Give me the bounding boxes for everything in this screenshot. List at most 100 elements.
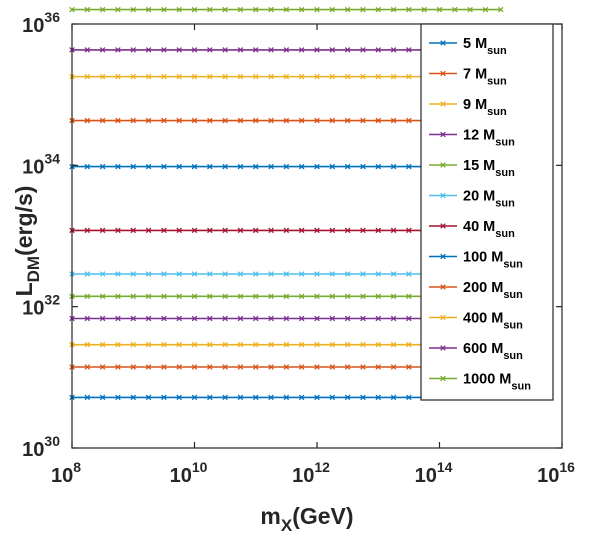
data-point-marker (482, 6, 489, 13)
data-point-marker (283, 6, 290, 13)
data-point-marker (406, 364, 412, 370)
data-point-marker (298, 163, 305, 170)
data-point-marker (268, 73, 274, 80)
data-point-marker (268, 293, 274, 300)
data-point-marker (268, 6, 274, 13)
data-point-marker (130, 341, 137, 348)
data-point-marker (252, 394, 259, 401)
data-point-marker (237, 227, 244, 234)
data-point-marker (191, 293, 198, 300)
data-point-marker (283, 163, 290, 170)
data-point-marker (298, 394, 305, 401)
data-point-marker (283, 73, 290, 80)
data-point-marker (191, 73, 198, 80)
data-point-marker (145, 364, 152, 370)
data-point-marker (268, 163, 274, 170)
data-point-marker (375, 364, 382, 370)
data-point-marker (268, 271, 274, 277)
data-point-marker (115, 227, 121, 234)
data-point-marker (421, 6, 427, 13)
data-point-marker (84, 227, 91, 234)
x-tick-label: 1016 (537, 459, 575, 487)
data-point-marker (69, 6, 75, 13)
data-point-marker (176, 6, 182, 13)
data-point-marker (222, 47, 228, 53)
data-point-marker (222, 293, 228, 300)
legend-item: 12 Msun (429, 128, 515, 149)
data-point-marker (298, 47, 305, 53)
data-point-marker (375, 73, 382, 80)
data-point-marker (344, 117, 351, 124)
data-point-marker (130, 117, 137, 124)
data-point-marker (99, 6, 106, 13)
data-point-marker (298, 6, 305, 13)
data-point-marker (344, 394, 351, 401)
y-tick-label: 1032 (22, 292, 60, 320)
legend-marker (440, 345, 446, 351)
data-point-marker (130, 73, 137, 80)
data-point-marker (252, 271, 259, 277)
data-point-marker (344, 271, 351, 277)
data-point-marker (222, 117, 228, 124)
data-point-marker (406, 73, 412, 80)
data-point-marker (329, 293, 336, 300)
data-point-marker (99, 47, 106, 53)
data-point-marker (84, 117, 91, 124)
x-tick-label: 1010 (170, 459, 208, 487)
data-point-marker (406, 47, 412, 53)
data-point-marker (191, 394, 198, 401)
data-point-marker (314, 117, 320, 124)
data-point-marker (252, 47, 259, 53)
data-point-marker (375, 6, 382, 13)
data-point-marker (252, 6, 259, 13)
data-point-marker (145, 117, 152, 124)
data-point-marker (115, 364, 121, 370)
data-point-marker (176, 341, 182, 348)
data-point-marker (344, 163, 351, 170)
data-point-marker (115, 73, 121, 80)
data-point-marker (237, 293, 244, 300)
data-point-marker (145, 163, 152, 170)
data-point-marker (375, 394, 382, 401)
data-point-marker (329, 73, 336, 80)
data-point-marker (268, 341, 274, 348)
data-point-marker (360, 315, 366, 322)
data-point-marker (329, 163, 336, 170)
data-point-marker (191, 341, 198, 348)
data-point-marker (314, 293, 320, 300)
data-point-marker (207, 227, 213, 234)
data-point-marker (298, 271, 305, 277)
data-point-marker (176, 271, 182, 277)
data-point-marker (191, 117, 198, 124)
data-point-marker (314, 315, 320, 322)
data-point-marker (314, 47, 320, 53)
data-point-marker (329, 6, 336, 13)
data-point-marker (84, 6, 91, 13)
data-point-marker (390, 315, 397, 322)
legend-item: 1000 Msun (429, 372, 531, 393)
data-point-marker (283, 315, 290, 322)
data-point-marker (161, 364, 167, 370)
data-point-marker (84, 163, 91, 170)
data-point-marker (84, 394, 91, 401)
data-point-marker (130, 293, 137, 300)
data-point-marker (406, 117, 412, 124)
legend-item: 5 Msun (429, 36, 507, 57)
data-point-marker (222, 73, 228, 80)
data-point-marker (145, 227, 152, 234)
data-point-marker (360, 117, 366, 124)
data-point-marker (360, 227, 366, 234)
data-point-marker (497, 6, 504, 13)
legend-marker (440, 162, 446, 168)
data-point-marker (161, 6, 167, 13)
data-point-marker (130, 364, 137, 370)
data-point-marker (406, 315, 412, 322)
data-point-marker (360, 341, 366, 348)
data-point-marker (145, 293, 152, 300)
data-point-marker (375, 293, 382, 300)
legend-marker (440, 314, 446, 321)
data-point-marker (222, 364, 228, 370)
data-point-marker (176, 394, 182, 401)
data-point-marker (84, 364, 91, 370)
